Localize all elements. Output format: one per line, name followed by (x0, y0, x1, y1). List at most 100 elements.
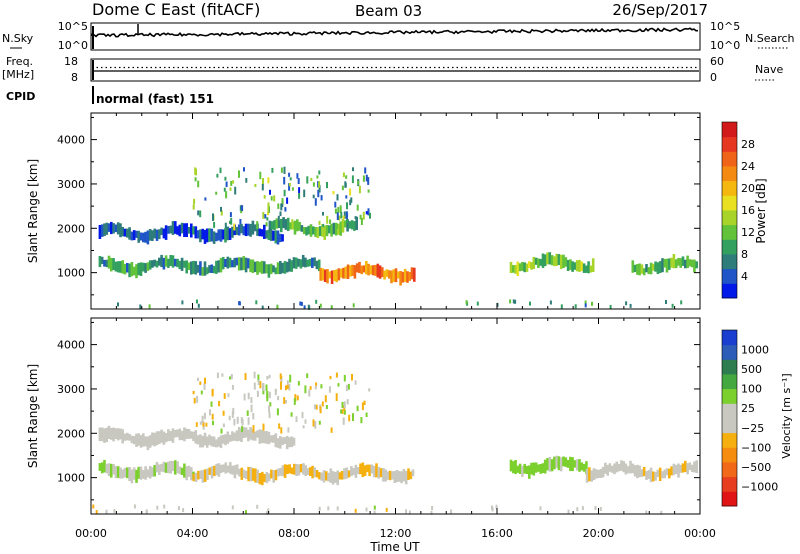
data-cell (410, 267, 414, 280)
data-cell (231, 226, 234, 238)
data-cell (237, 427, 241, 441)
data-cell (288, 183, 291, 191)
colorbar-tick-label: 28 (741, 138, 755, 151)
data-cell (290, 436, 293, 448)
data-cell (274, 469, 278, 481)
data-cell (322, 470, 326, 483)
data-cell (430, 510, 433, 515)
data-cell (367, 177, 370, 185)
data-cell (686, 255, 689, 269)
data-cell (121, 227, 124, 237)
data-cell (378, 265, 382, 279)
data-cell (160, 254, 163, 268)
data-cell (245, 470, 248, 479)
data-cell (128, 227, 131, 240)
data-cell (199, 261, 202, 276)
data-cell (243, 393, 246, 401)
data-cell (265, 264, 268, 274)
data-cell (163, 504, 166, 509)
data-cell (203, 383, 206, 390)
data-cell (656, 469, 660, 477)
data-cell (231, 505, 234, 510)
data-cell (228, 228, 232, 240)
data-cell (350, 466, 353, 477)
data-cell (285, 435, 289, 450)
data-cell (112, 464, 115, 475)
data-cell (142, 262, 145, 272)
data-cell (199, 210, 202, 218)
data-cell (256, 469, 259, 483)
data-cell (252, 412, 255, 420)
data-cell (142, 433, 145, 447)
data-cell (283, 464, 287, 478)
data-cell (253, 371, 256, 379)
data-cell (201, 228, 204, 240)
data-cell (126, 432, 129, 441)
x-tick-label: 00:00 (75, 527, 107, 540)
data-cell (476, 301, 479, 306)
data-cell (279, 211, 282, 217)
data-cell (257, 379, 260, 385)
data-cell (267, 264, 271, 278)
data-cell (365, 211, 368, 215)
power-colorbar: 4 8 12 16 20 24 28 (721, 121, 755, 299)
data-cell (532, 256, 536, 269)
data-cell (224, 259, 227, 267)
data-cell (236, 416, 239, 424)
data-cell (358, 261, 361, 274)
data-cell (306, 259, 309, 267)
data-cell (201, 267, 204, 276)
data-cell (560, 304, 563, 309)
data-cell (302, 425, 305, 429)
data-cell (343, 401, 346, 409)
data-cell (341, 401, 344, 409)
data-cell (208, 467, 212, 475)
data-cell (196, 435, 200, 445)
data-cell (392, 269, 396, 282)
data-cell (362, 265, 366, 273)
data-cell (100, 462, 104, 474)
data-cell (364, 167, 367, 174)
data-cell (343, 211, 346, 219)
data-cell (281, 262, 284, 274)
data-cell (255, 300, 258, 305)
data-cell (264, 214, 267, 219)
data-cell (584, 303, 587, 308)
data-cell (340, 471, 344, 480)
data-cell (597, 469, 600, 478)
data-cell (352, 413, 354, 421)
data-cell (291, 219, 294, 224)
data-cell (286, 197, 289, 204)
data-cell (244, 257, 248, 273)
data-cell (368, 388, 371, 392)
data-cell (117, 302, 119, 307)
data-cell (591, 258, 595, 272)
nsearch-tick-bottom: 10^0 (710, 39, 740, 52)
data-cell (256, 390, 259, 397)
colorbar-tick-label: 4 (741, 270, 748, 283)
data-cell (645, 510, 648, 515)
data-cell (107, 425, 111, 439)
data-cell (270, 221, 274, 230)
data-cell (530, 262, 533, 270)
data-cell (279, 373, 282, 380)
data-cell (277, 468, 280, 477)
power-colorbar-label: Power [dB] (754, 178, 768, 243)
data-cell (385, 507, 388, 512)
data-cell (341, 219, 345, 233)
data-cell (247, 392, 250, 400)
data-cell (343, 410, 346, 415)
data-cell (267, 177, 270, 184)
data-cell (573, 262, 577, 270)
data-cell (187, 465, 191, 477)
colorbar-tick-label: 20 (741, 182, 755, 195)
data-cell (227, 393, 230, 398)
cpid-value: normal (fast) 151 (96, 92, 214, 106)
nave-tick-bottom: 0 (710, 71, 717, 84)
data-cell (569, 456, 572, 472)
data-cell (233, 257, 236, 268)
data-cell (155, 260, 159, 268)
data-cell (226, 226, 230, 241)
data-cell (292, 437, 296, 446)
data-cell (281, 198, 284, 205)
